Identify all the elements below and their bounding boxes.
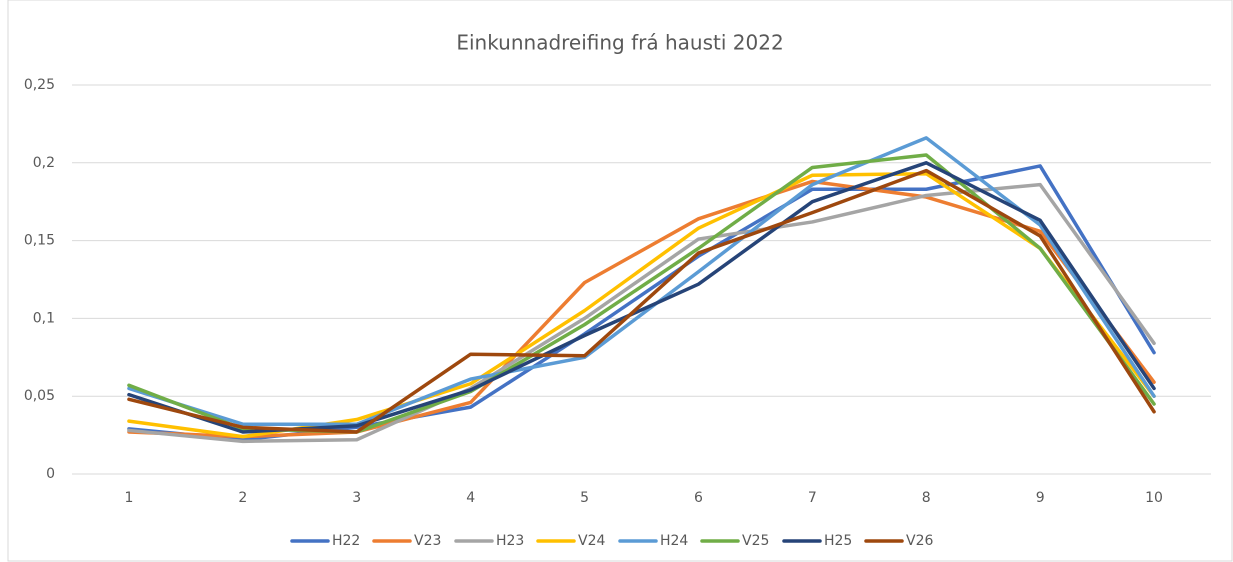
y-tick-label: 0,2: [33, 155, 55, 171]
legend-label: H25: [824, 533, 852, 549]
legend-label: H23: [496, 533, 524, 549]
x-tick-label: 10: [1145, 490, 1163, 506]
series-line: [127, 179, 1156, 439]
x-tick-label: 9: [1036, 490, 1045, 506]
legend-label: H22: [332, 533, 360, 549]
series-line: [127, 168, 1156, 434]
chart-title: Einkunnadreifing frá hausti 2022: [456, 31, 783, 55]
x-tick-label: 6: [694, 490, 703, 506]
y-tick-label: 0: [46, 466, 55, 482]
legend-label: V25: [742, 533, 769, 549]
x-tick-label: 8: [922, 490, 931, 506]
x-tick-label: 2: [238, 490, 247, 506]
legend-label: H24: [660, 533, 688, 549]
x-tick-label: 5: [580, 490, 589, 506]
x-tick-label: 4: [466, 490, 475, 506]
x-tick-label: 7: [808, 490, 817, 506]
x-tick-label: 3: [352, 490, 361, 506]
legend-label: V24: [578, 533, 605, 549]
legend-label: V26: [906, 533, 933, 549]
series-line: [127, 136, 1156, 426]
x-tick-label: 1: [124, 490, 133, 506]
chart-border: [7, 0, 1233, 562]
y-tick-label: 0,15: [24, 233, 55, 249]
y-tick-label: 0,05: [24, 388, 55, 404]
y-tick-label: 0,25: [24, 77, 55, 93]
legend-label: V23: [414, 533, 441, 549]
y-tick-label: 0,1: [33, 310, 55, 326]
